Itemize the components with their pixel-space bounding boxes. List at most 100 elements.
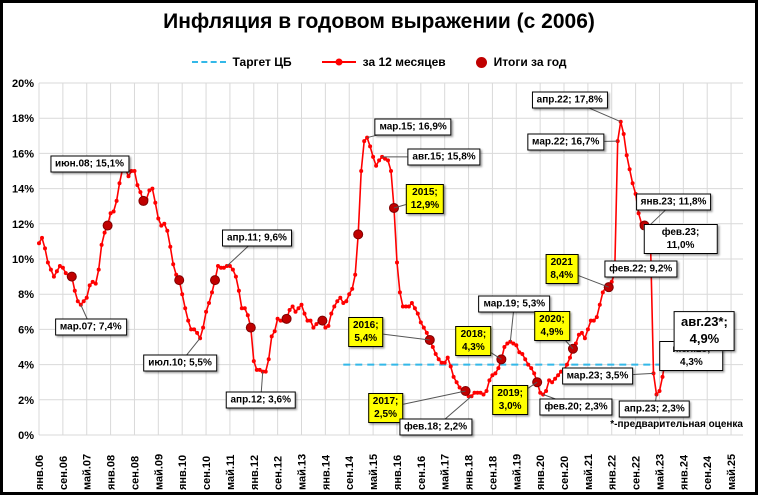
inflation-point	[633, 191, 638, 196]
inflation-point	[457, 385, 462, 390]
inflation-point	[445, 355, 450, 360]
inflation-point	[347, 292, 352, 297]
annotation-leader	[260, 371, 264, 400]
inflation-point	[657, 389, 662, 393]
inflation-point	[397, 290, 402, 295]
inflation-point	[296, 306, 301, 311]
x-axis-tick: май.11	[225, 454, 237, 490]
inflation-point	[430, 345, 435, 349]
annotation-leader	[367, 126, 414, 139]
y-axis-tick: 18%	[12, 113, 34, 125]
inflation-point	[511, 341, 516, 346]
inflation-point	[102, 230, 107, 235]
x-axis-tick: сен.24	[702, 455, 714, 490]
inflation-point	[93, 281, 98, 286]
inflation-point	[227, 264, 232, 268]
inflation-point	[126, 174, 131, 179]
inflation-point	[600, 290, 605, 295]
x-axis-tick: янв.16	[392, 455, 404, 490]
inflation-point	[290, 304, 295, 309]
inflation-point	[204, 309, 209, 314]
inflation-point	[532, 371, 537, 376]
x-axis-tick: май.09	[153, 454, 165, 490]
inflation-point	[538, 390, 543, 395]
x-axis-tick: янв.10	[177, 455, 189, 490]
inflation-point	[245, 313, 250, 318]
inflation-point	[487, 378, 492, 383]
inflation-point	[442, 360, 447, 365]
inflation-point	[400, 304, 405, 309]
x-axis-tick: сен.20	[559, 456, 571, 490]
inflation-point	[272, 329, 277, 334]
inflation-point	[311, 325, 316, 330]
inflation-point	[418, 320, 423, 325]
inflation-point	[359, 169, 364, 173]
inflation-point	[153, 200, 158, 205]
inflation-point	[323, 325, 328, 330]
footnote: *-предварительная оценка	[610, 419, 743, 430]
annotation-leader	[89, 163, 126, 170]
inflation-point	[377, 158, 382, 163]
annotation-leader	[668, 330, 705, 350]
x-axis-tick: сен.22	[631, 456, 643, 490]
legend-label: Таргет ЦБ	[232, 55, 292, 69]
y-axis-tick: 6%	[18, 324, 34, 336]
inflation-point	[389, 169, 393, 173]
inflation-point	[54, 269, 59, 274]
inflation-point	[520, 352, 525, 356]
inflation-point	[502, 345, 507, 349]
inflation-point	[189, 327, 194, 332]
x-axis-tick: май.19	[511, 454, 523, 490]
legend-label: за 12 месяцев	[362, 55, 446, 69]
inflation-point	[526, 362, 531, 367]
inflation-point	[90, 279, 95, 284]
inflation-point	[547, 378, 552, 383]
year-result-dot	[210, 275, 220, 286]
inflation-point	[219, 265, 223, 270]
annotation-leader	[435, 395, 472, 428]
inflation-point	[260, 369, 265, 374]
inflation-point	[597, 302, 602, 307]
inflation-point	[37, 241, 41, 246]
x-axis-tick: май.13	[297, 454, 309, 490]
inflation-point	[666, 346, 671, 351]
inflation-point	[129, 169, 134, 173]
inflation-point	[87, 283, 92, 288]
legend-item-target: Таргет ЦБ	[191, 55, 292, 69]
x-axis-tick: янв.24	[678, 454, 690, 490]
inflation-point	[275, 316, 280, 321]
inflation-point	[201, 325, 206, 330]
inflation-point	[556, 373, 561, 378]
x-axis-tick: май.15	[368, 454, 380, 490]
inflation-point	[236, 288, 241, 293]
inflation-point	[591, 318, 596, 323]
inflation-point	[84, 295, 89, 300]
inflation-point	[353, 272, 358, 277]
inflation-point	[165, 228, 170, 233]
annotation-leader	[226, 237, 258, 267]
inflation-point	[409, 301, 414, 305]
inflation-point	[114, 198, 119, 203]
inflation-point	[544, 389, 549, 393]
year-result-dot	[66, 271, 77, 282]
inflation-point	[579, 330, 584, 335]
year-result-dot	[317, 315, 328, 326]
annotation-leader	[365, 331, 430, 341]
annotation-leader	[565, 140, 618, 143]
inflation-point	[60, 265, 65, 270]
inflation-point	[368, 144, 373, 149]
x-axis-tick: май.21	[583, 454, 595, 490]
inflation-point	[493, 371, 498, 376]
x-axis-tick: сен.14	[344, 455, 356, 490]
inflation-point	[517, 350, 522, 355]
inflation-point	[150, 186, 155, 191]
inflation-point	[475, 390, 480, 395]
x-axis-tick: сен.06	[58, 456, 70, 490]
inflation-point	[439, 360, 444, 365]
y-axis-tick: 8%	[18, 289, 34, 301]
inflation-point	[448, 364, 453, 369]
inflation-point	[496, 366, 501, 371]
x-axis-tick: сен.18	[487, 456, 499, 490]
inflation-point	[341, 301, 346, 305]
